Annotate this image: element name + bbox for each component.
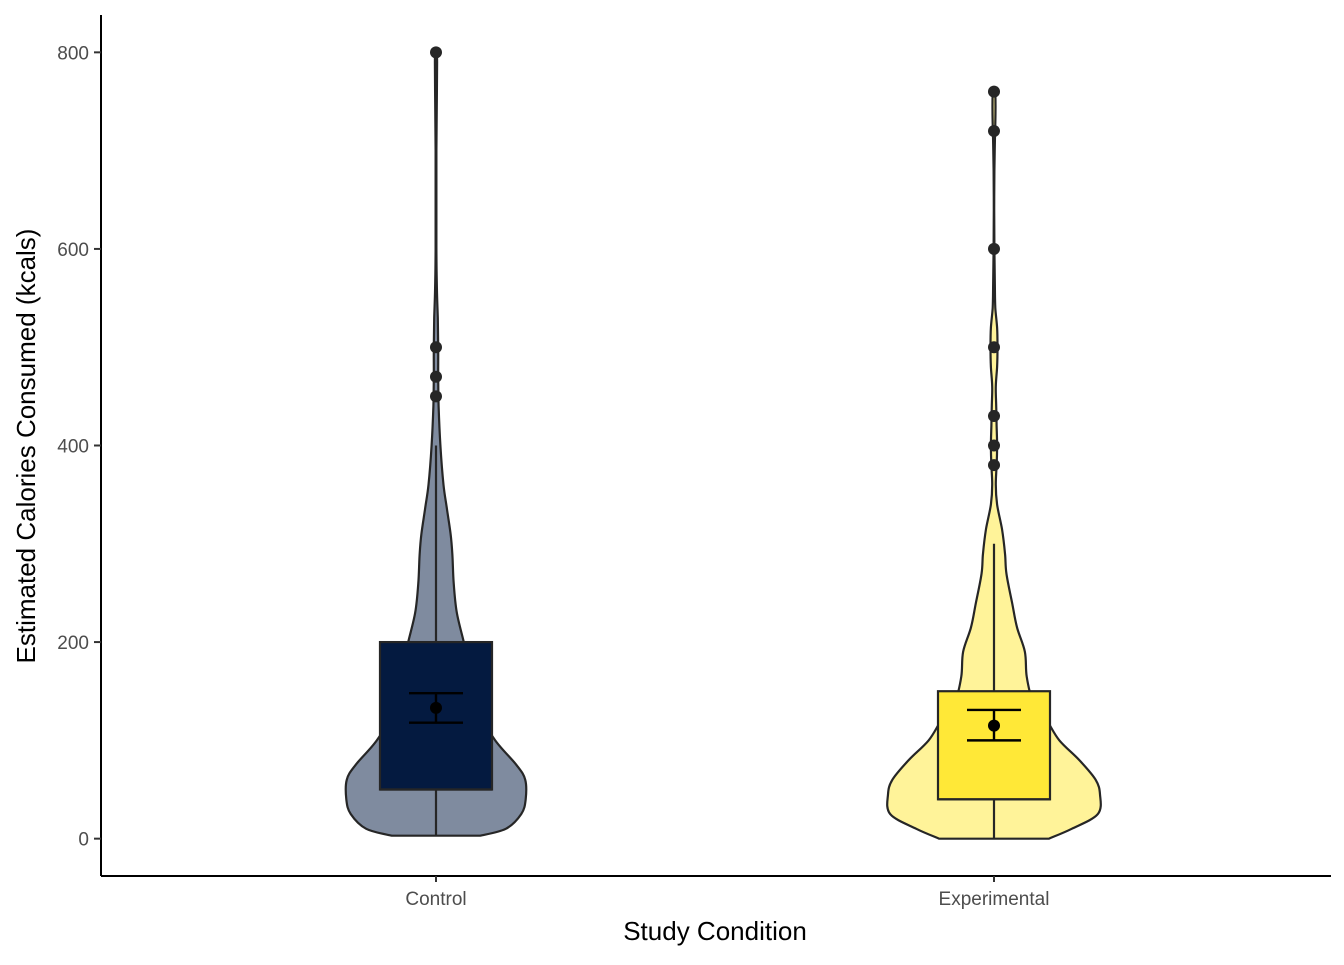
outlier-point-experimental-4 (988, 242, 1000, 255)
x-tick-label-experimental: Experimental (939, 889, 1050, 910)
outlier-point-experimental-5 (988, 124, 1000, 137)
outlier-point-experimental-6 (988, 85, 1000, 98)
boxplots-layer (378, 445, 1052, 839)
y-tick-label-400: 400 (57, 437, 89, 458)
outlier-point-experimental-3 (988, 341, 1000, 354)
axes-layer (100, 15, 1331, 877)
y-ticks: 0 200 400 600 800 (57, 43, 101, 851)
y-tick-label-200: 200 (57, 633, 89, 654)
y-axis-title: Estimated Calories Consumed (kcals) (11, 229, 41, 664)
outlier-point-control-0 (430, 390, 442, 403)
x-ticks: Control Experimental (405, 876, 1049, 910)
box-experimental (936, 690, 1052, 801)
outlier-point-control-2 (430, 341, 442, 354)
outlier-point-experimental-2 (988, 410, 1000, 423)
points-layer (430, 46, 1000, 732)
outlier-point-experimental-1 (988, 439, 1000, 452)
outlier-point-control-1 (430, 370, 442, 383)
outlier-point-control-3 (430, 46, 442, 59)
outlier-point-experimental-0 (988, 459, 1000, 472)
y-tick-label-0: 0 (78, 830, 89, 851)
mean-point-control (430, 701, 442, 714)
y-tick-label-600: 600 (57, 240, 89, 261)
mean-point-experimental (988, 719, 1000, 732)
x-tick-label-control: Control (405, 889, 466, 910)
y-tick-label-800: 800 (57, 43, 89, 64)
x-axis-title: Study Condition (623, 916, 807, 946)
